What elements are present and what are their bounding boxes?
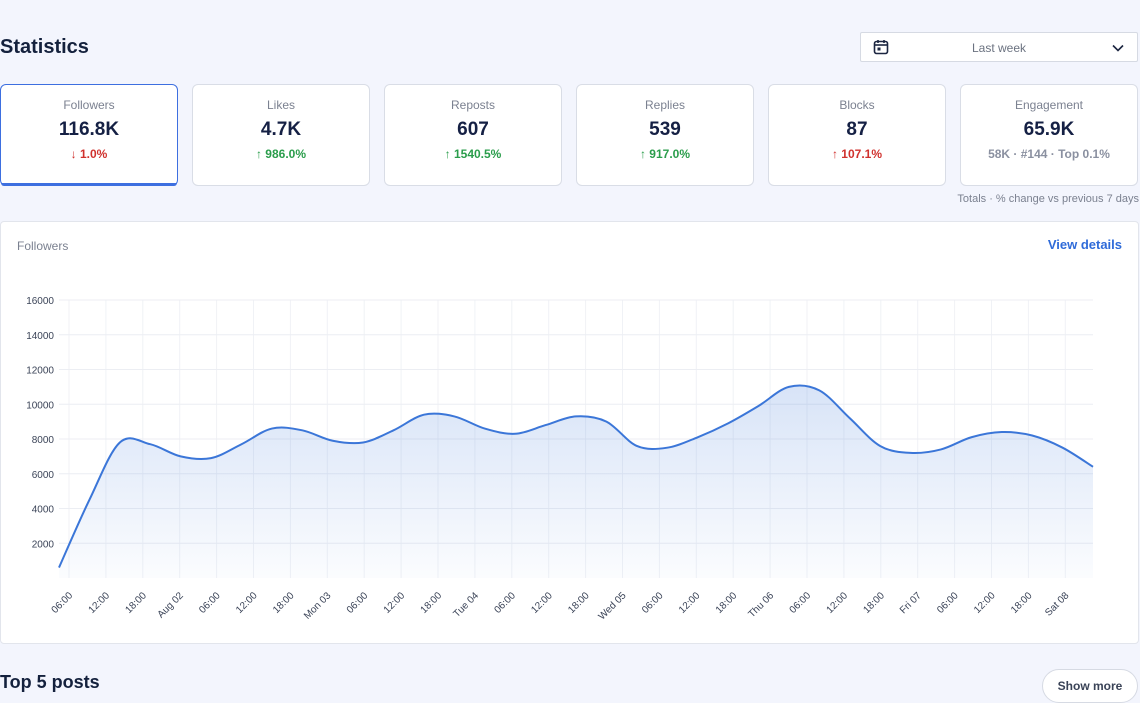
x-tick-label: 12:00: [234, 590, 260, 616]
stat-value: 65.9K: [1023, 119, 1075, 140]
active-indicator: [1, 183, 177, 186]
followers-chart: 06:00 12:00 18:00 Aug 02 06:00 12:00 18:00 Mon …: [26, 296, 1094, 622]
stat-value: 116.8K: [58, 119, 120, 140]
x-tick-label: Tue 04: [451, 590, 481, 620]
chart-title: Followers: [17, 239, 69, 253]
stat-change: ↑ 107.1%: [831, 147, 883, 161]
stat-label: Likes: [266, 98, 295, 112]
x-tick-label: 18:00: [861, 590, 887, 616]
x-tick-label: Wed 05: [597, 590, 629, 622]
x-tick-label: 18:00: [123, 590, 149, 616]
y-tick-label: 12000: [26, 366, 54, 377]
followers-area: [59, 385, 1093, 578]
x-tick-label: Fri 07: [898, 590, 924, 616]
x-tick-label: Mon 03: [302, 590, 334, 622]
x-tick-label: 06:00: [492, 590, 518, 616]
y-tick-label: 6000: [32, 470, 55, 481]
chevron-down-icon: [1112, 44, 1124, 52]
stat-change: ↑ 917.0%: [639, 147, 691, 161]
stat-label: Engagement: [1014, 98, 1084, 112]
date-range-select[interactable]: Last week: [860, 32, 1138, 62]
stat-value: 4.7K: [260, 119, 302, 140]
show-more-button[interactable]: Show more: [1042, 669, 1138, 703]
stat-value: 539: [649, 119, 681, 140]
chart-panel: 06:00 12:00 18:00 Aug 02 06:00 12:00 18:00 Mon …: [0, 221, 1139, 644]
x-tick-label: 18:00: [1009, 590, 1035, 616]
stat-card-reposts[interactable]: Reposts 607 ↑ 1540.5%: [384, 84, 562, 186]
x-tick-label: 12:00: [529, 590, 555, 616]
y-tick-label: 2000: [32, 539, 55, 550]
x-tick-label: 18:00: [566, 590, 592, 616]
followers-line: [58, 384, 1094, 568]
stat-label: Blocks: [839, 98, 875, 112]
view-details-link[interactable]: View details: [1047, 237, 1122, 252]
x-tick-label: 06:00: [345, 590, 371, 616]
stat-value: 607: [457, 119, 489, 140]
x-tick-label: 12:00: [677, 590, 703, 616]
top-posts-title: Top 5 posts: [0, 672, 100, 692]
calendar-icon: [873, 40, 889, 55]
y-tick-label: 4000: [32, 505, 55, 516]
y-tick-label: 16000: [26, 296, 54, 307]
stat-label: Replies: [644, 98, 686, 112]
stat-value: 87: [846, 119, 868, 140]
stat-card-followers[interactable]: Followers 116.8K ↓ 1.0%: [0, 84, 178, 186]
x-tick-label: Thu 06: [746, 590, 776, 620]
x-tick-label: 06:00: [935, 590, 961, 616]
stat-card-likes[interactable]: Likes 4.7K ↑ 986.0%: [192, 84, 370, 186]
x-tick-label: 18:00: [419, 590, 445, 616]
y-tick-label: 8000: [32, 435, 55, 446]
x-tick-label: 12:00: [825, 590, 851, 616]
stat-change: ↓ 1.0%: [70, 147, 108, 161]
stat-card-engagement[interactable]: Engagement 65.9K 58K · #144 · Top 0.1%: [960, 84, 1138, 186]
stat-detail: 58K · #144 · Top 0.1%: [988, 147, 1110, 161]
stat-card-blocks[interactable]: Blocks 87 ↑ 107.1%: [768, 84, 946, 186]
stat-label: Followers: [63, 98, 115, 112]
x-tick-label: 06:00: [788, 590, 814, 616]
x-tick-label: 12:00: [972, 590, 998, 616]
x-tick-label: Aug 02: [156, 590, 186, 620]
cards-note: Totals · % change vs previous 7 days: [957, 193, 1139, 205]
stat-card-replies[interactable]: Replies 539 ↑ 917.0%: [576, 84, 754, 186]
stat-label: Reposts: [450, 98, 496, 112]
x-tick-label: 18:00: [714, 590, 740, 616]
x-tick-label: 12:00: [382, 590, 408, 616]
x-tick-label: 06:00: [640, 590, 666, 616]
stat-change: ↑ 986.0%: [255, 147, 307, 161]
x-tick-label: Sat 08: [1043, 590, 1072, 619]
date-range-value: Last week: [971, 41, 1027, 55]
x-tick-label: 12:00: [87, 590, 113, 616]
page-title: Statistics: [0, 36, 89, 58]
y-tick-label: 10000: [26, 400, 54, 411]
x-tick-label: 06:00: [50, 590, 76, 616]
x-tick-label: 18:00: [271, 590, 297, 616]
x-tick-label: 06:00: [197, 590, 223, 616]
y-tick-label: 14000: [26, 331, 54, 342]
stat-change: ↑ 1540.5%: [444, 147, 502, 161]
